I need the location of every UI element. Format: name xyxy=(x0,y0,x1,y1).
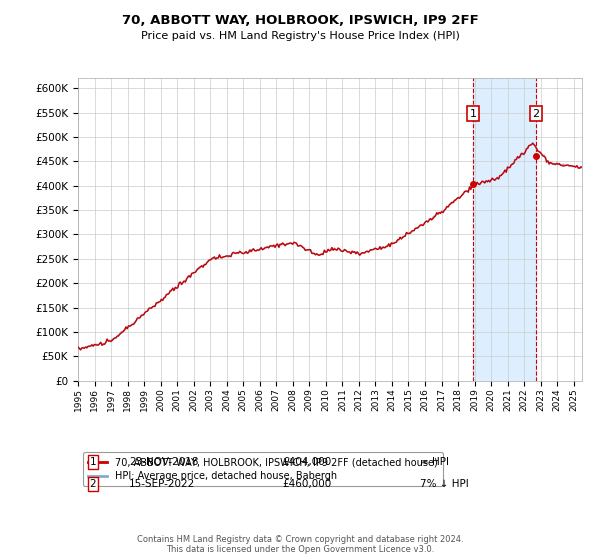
Text: Price paid vs. HM Land Registry's House Price Index (HPI): Price paid vs. HM Land Registry's House … xyxy=(140,31,460,41)
Text: 70, ABBOTT WAY, HOLBROOK, IPSWICH, IP9 2FF: 70, ABBOTT WAY, HOLBROOK, IPSWICH, IP9 2… xyxy=(122,14,478,27)
Legend: 70, ABBOTT WAY, HOLBROOK, IPSWICH, IP9 2FF (detached house), HPI: Average price,: 70, ABBOTT WAY, HOLBROOK, IPSWICH, IP9 2… xyxy=(83,452,443,486)
Text: 23-NOV-2018: 23-NOV-2018 xyxy=(129,457,199,467)
Text: 7% ↓ HPI: 7% ↓ HPI xyxy=(420,479,469,489)
Text: 1: 1 xyxy=(469,109,476,119)
Bar xyxy=(473,78,536,381)
Text: 2: 2 xyxy=(532,109,539,119)
Text: 15-SEP-2022: 15-SEP-2022 xyxy=(129,479,195,489)
Text: 2: 2 xyxy=(89,479,97,489)
Text: Contains HM Land Registry data © Crown copyright and database right 2024.
This d: Contains HM Land Registry data © Crown c… xyxy=(137,535,463,554)
Text: ≈ HPI: ≈ HPI xyxy=(420,457,449,467)
Text: £460,000: £460,000 xyxy=(282,479,331,489)
Text: £404,000: £404,000 xyxy=(282,457,331,467)
Text: 1: 1 xyxy=(89,457,97,467)
